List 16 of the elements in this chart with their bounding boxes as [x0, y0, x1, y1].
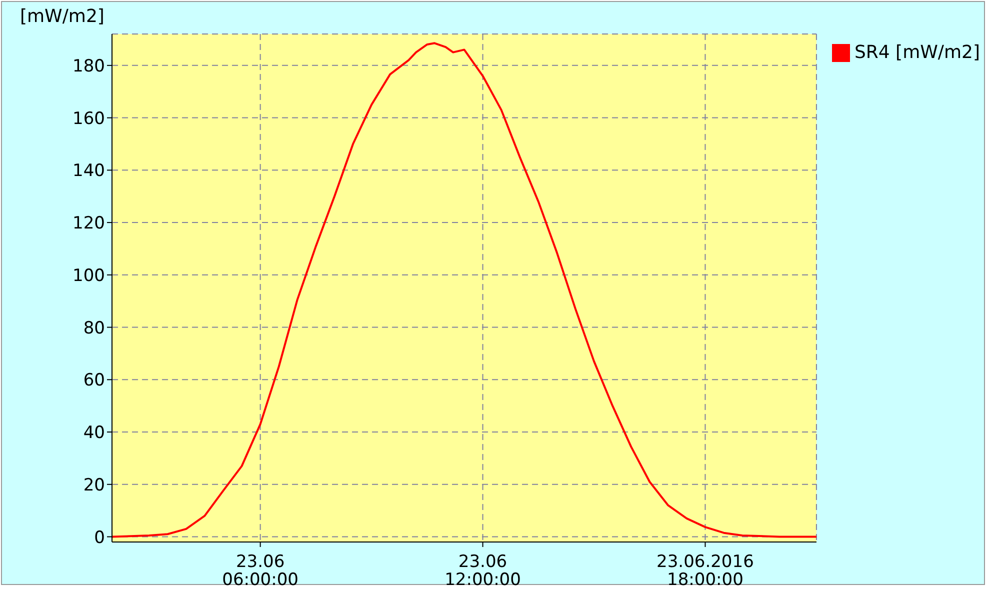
y-tick-label: 40 [83, 423, 105, 444]
x-tick-label: 23.06 06:00:00 [222, 552, 298, 590]
x-tick-label: 23.06 12:00:00 [444, 552, 521, 590]
y-tick-label: 140 [72, 161, 105, 182]
y-tick-label: 0 [94, 528, 105, 548]
legend-label: SR4 [mW/m2] [854, 42, 980, 63]
x-tick-label: 23.06.2016 18:00:00 [656, 552, 754, 590]
y-tick-label: 60 [83, 370, 105, 391]
y-tick-label: 20 [83, 475, 105, 496]
y-axis-title: [mW/m2] [20, 6, 104, 27]
y-tick-label: 80 [83, 318, 105, 338]
y-tick-label: 100 [72, 266, 105, 286]
y-tick-label: 120 [72, 214, 105, 234]
y-tick-label: 160 [72, 108, 105, 129]
y-tick-label: 180 [72, 56, 105, 76]
line-series [112, 42, 816, 538]
